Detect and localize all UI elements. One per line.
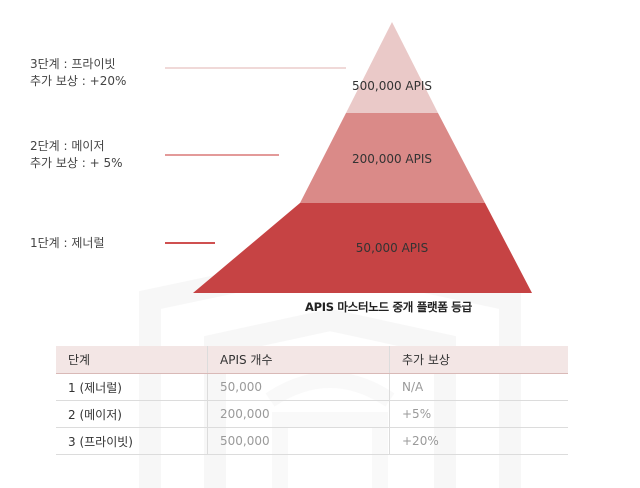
cell-tier: 1 (제너럴) <box>56 373 208 401</box>
table-header-row: 단계 APIS 개수 추가 보상 <box>56 346 568 374</box>
tier2-description: 2단계 : 메이저 추가 보상 : + 5% <box>30 138 123 172</box>
tier1-description: 1단계 : 제너럴 <box>30 235 105 252</box>
cell-tier: 2 (메이저) <box>56 400 208 428</box>
table-row: 2 (메이저) 200,000 +5% <box>56 400 568 428</box>
cell-bonus: +20% <box>389 427 568 455</box>
cell-apis-count: 200,000 <box>207 400 390 428</box>
pyramid-tier-bottom-label: 50,000 APIS <box>356 241 428 255</box>
pyramid-tier-top <box>346 22 438 113</box>
tier3-description: 3단계 : 프라이빗 추가 보상 : +20% <box>30 56 126 90</box>
column-header-tier: 단계 <box>56 346 208 374</box>
pyramid-caption: APIS 마스터노드 중개 플랫폼 등급 <box>305 300 472 314</box>
cell-bonus: +5% <box>389 400 568 428</box>
tier3-name: 3단계 : 프라이빗 <box>30 57 116 71</box>
tier2-bonus: 추가 보상 : + 5% <box>30 156 123 170</box>
pyramid-tier-middle-label: 200,000 APIS <box>352 152 432 166</box>
column-header-bonus: 추가 보상 <box>389 346 568 374</box>
cell-apis-count: 50,000 <box>207 373 390 401</box>
tier-table: 단계 APIS 개수 추가 보상 1 (제너럴) 50,000 N/A 2 (메… <box>56 346 568 455</box>
pyramid-tier-top-label: 500,000 APIS <box>352 79 432 93</box>
pyramid-tier-middle <box>300 113 485 203</box>
pyramid-diagram: 500,000 APIS 200,000 APIS 50,000 APIS <box>165 22 532 293</box>
pyramid-tier-bottom <box>193 203 532 293</box>
table-row: 1 (제너럴) 50,000 N/A <box>56 373 568 401</box>
tier2-name: 2단계 : 메이저 <box>30 139 105 153</box>
cell-bonus: N/A <box>389 373 568 401</box>
table-row: 3 (프라이빗) 500,000 +20% <box>56 427 568 455</box>
column-header-apis-count: APIS 개수 <box>207 346 390 374</box>
cell-tier: 3 (프라이빗) <box>56 427 208 455</box>
cell-apis-count: 500,000 <box>207 427 390 455</box>
tier1-name: 1단계 : 제너럴 <box>30 236 105 250</box>
tier3-bonus: 추가 보상 : +20% <box>30 74 127 88</box>
